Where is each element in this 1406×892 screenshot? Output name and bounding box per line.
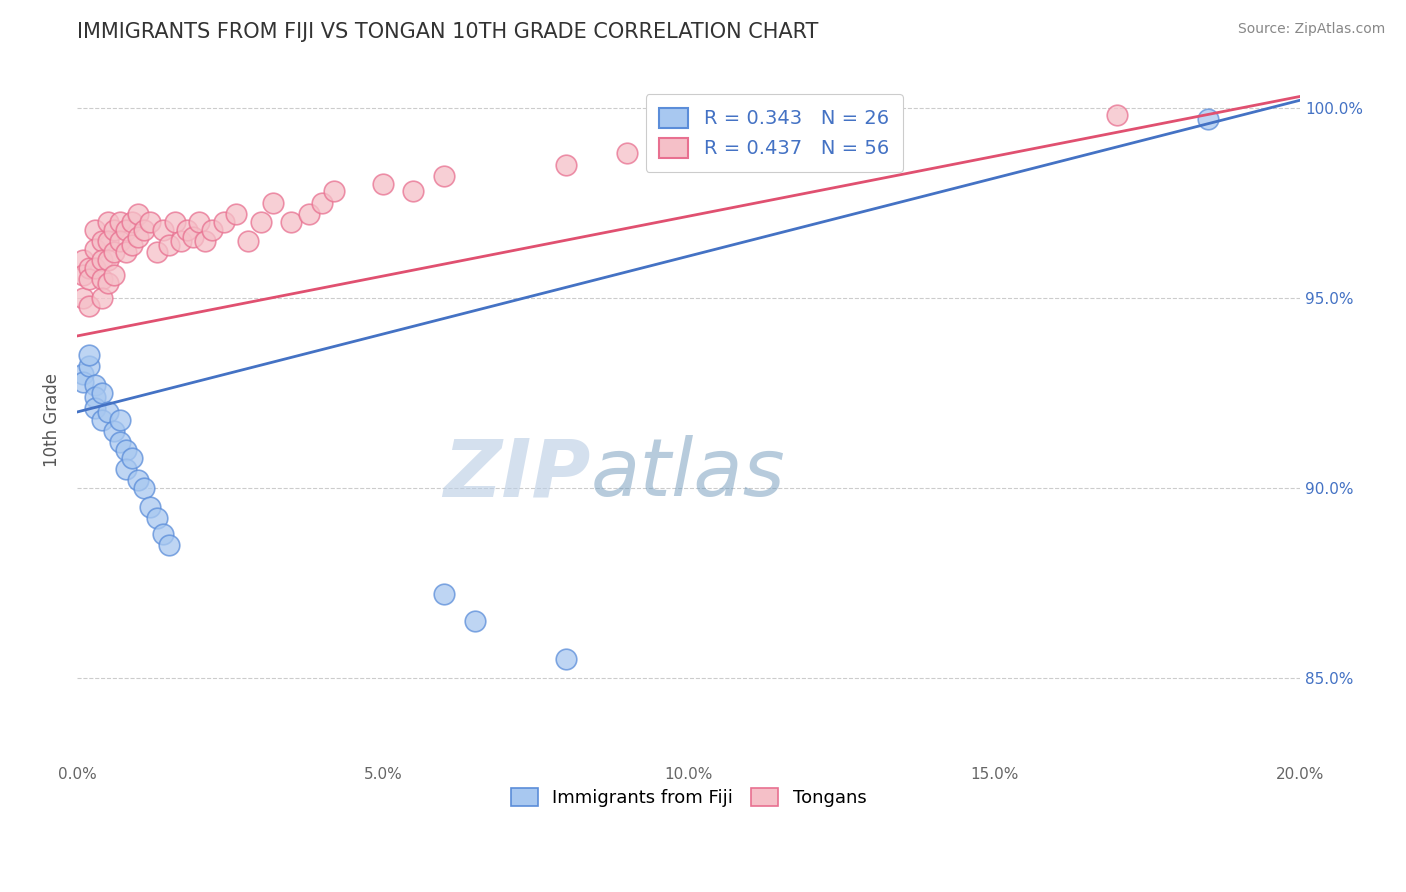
Point	[322, 185, 344, 199]
Point	[97, 405, 120, 419]
Point	[97, 234, 120, 248]
Point	[157, 538, 180, 552]
Point	[84, 222, 107, 236]
Point	[860, 139, 883, 153]
Point	[311, 195, 333, 210]
Point	[134, 481, 156, 495]
Point	[127, 474, 149, 488]
Point	[97, 276, 120, 290]
Point	[103, 222, 125, 236]
Text: atlas: atlas	[591, 435, 786, 514]
Point	[121, 215, 143, 229]
Text: IMMIGRANTS FROM FIJI VS TONGAN 10TH GRADE CORRELATION CHART: IMMIGRANTS FROM FIJI VS TONGAN 10TH GRAD…	[77, 22, 818, 42]
Point	[108, 435, 131, 450]
Point	[90, 252, 112, 267]
Point	[181, 230, 204, 244]
Point	[127, 230, 149, 244]
Point	[163, 215, 186, 229]
Point	[90, 272, 112, 286]
Point	[280, 215, 302, 229]
Point	[145, 511, 167, 525]
Point	[212, 215, 235, 229]
Point	[115, 443, 138, 458]
Point	[79, 299, 101, 313]
Point	[108, 215, 131, 229]
Point	[72, 268, 94, 282]
Point	[134, 222, 156, 236]
Point	[176, 222, 198, 236]
Point	[139, 215, 162, 229]
Point	[103, 268, 125, 282]
Text: ZIP: ZIP	[443, 435, 591, 514]
Point	[238, 234, 260, 248]
Point	[115, 245, 138, 260]
Point	[79, 348, 101, 362]
Point	[97, 252, 120, 267]
Point	[121, 450, 143, 465]
Point	[84, 260, 107, 275]
Point	[72, 252, 94, 267]
Point	[84, 242, 107, 256]
Point	[139, 500, 162, 514]
Point	[97, 215, 120, 229]
Point	[84, 378, 107, 392]
Point	[84, 390, 107, 404]
Point	[108, 412, 131, 426]
Point	[194, 234, 217, 248]
Point	[108, 234, 131, 248]
Point	[79, 272, 101, 286]
Point	[188, 215, 211, 229]
Point	[464, 614, 486, 628]
Point	[555, 158, 578, 172]
Point	[127, 207, 149, 221]
Point	[433, 169, 456, 184]
Point	[298, 207, 321, 221]
Point	[433, 587, 456, 601]
Point	[201, 222, 224, 236]
Point	[115, 222, 138, 236]
Point	[79, 359, 101, 374]
Legend: Immigrants from Fiji, Tongans: Immigrants from Fiji, Tongans	[503, 780, 873, 814]
Point	[371, 177, 394, 191]
Point	[262, 195, 284, 210]
Point	[616, 146, 638, 161]
Point	[152, 526, 174, 541]
Y-axis label: 10th Grade: 10th Grade	[44, 373, 60, 467]
Point	[1197, 112, 1219, 127]
Point	[225, 207, 247, 221]
Point	[115, 462, 138, 476]
Point	[72, 367, 94, 381]
Text: Source: ZipAtlas.com: Source: ZipAtlas.com	[1237, 22, 1385, 37]
Point	[103, 424, 125, 438]
Point	[152, 222, 174, 236]
Point	[90, 234, 112, 248]
Point	[249, 215, 271, 229]
Point	[121, 237, 143, 252]
Point	[72, 291, 94, 305]
Point	[103, 245, 125, 260]
Point	[90, 386, 112, 401]
Point	[555, 652, 578, 666]
Point	[79, 260, 101, 275]
Point	[170, 234, 193, 248]
Point	[145, 245, 167, 260]
Point	[1105, 108, 1128, 122]
Point	[157, 237, 180, 252]
Point	[72, 375, 94, 389]
Point	[90, 412, 112, 426]
Point	[90, 291, 112, 305]
Point	[84, 401, 107, 416]
Point	[402, 185, 425, 199]
